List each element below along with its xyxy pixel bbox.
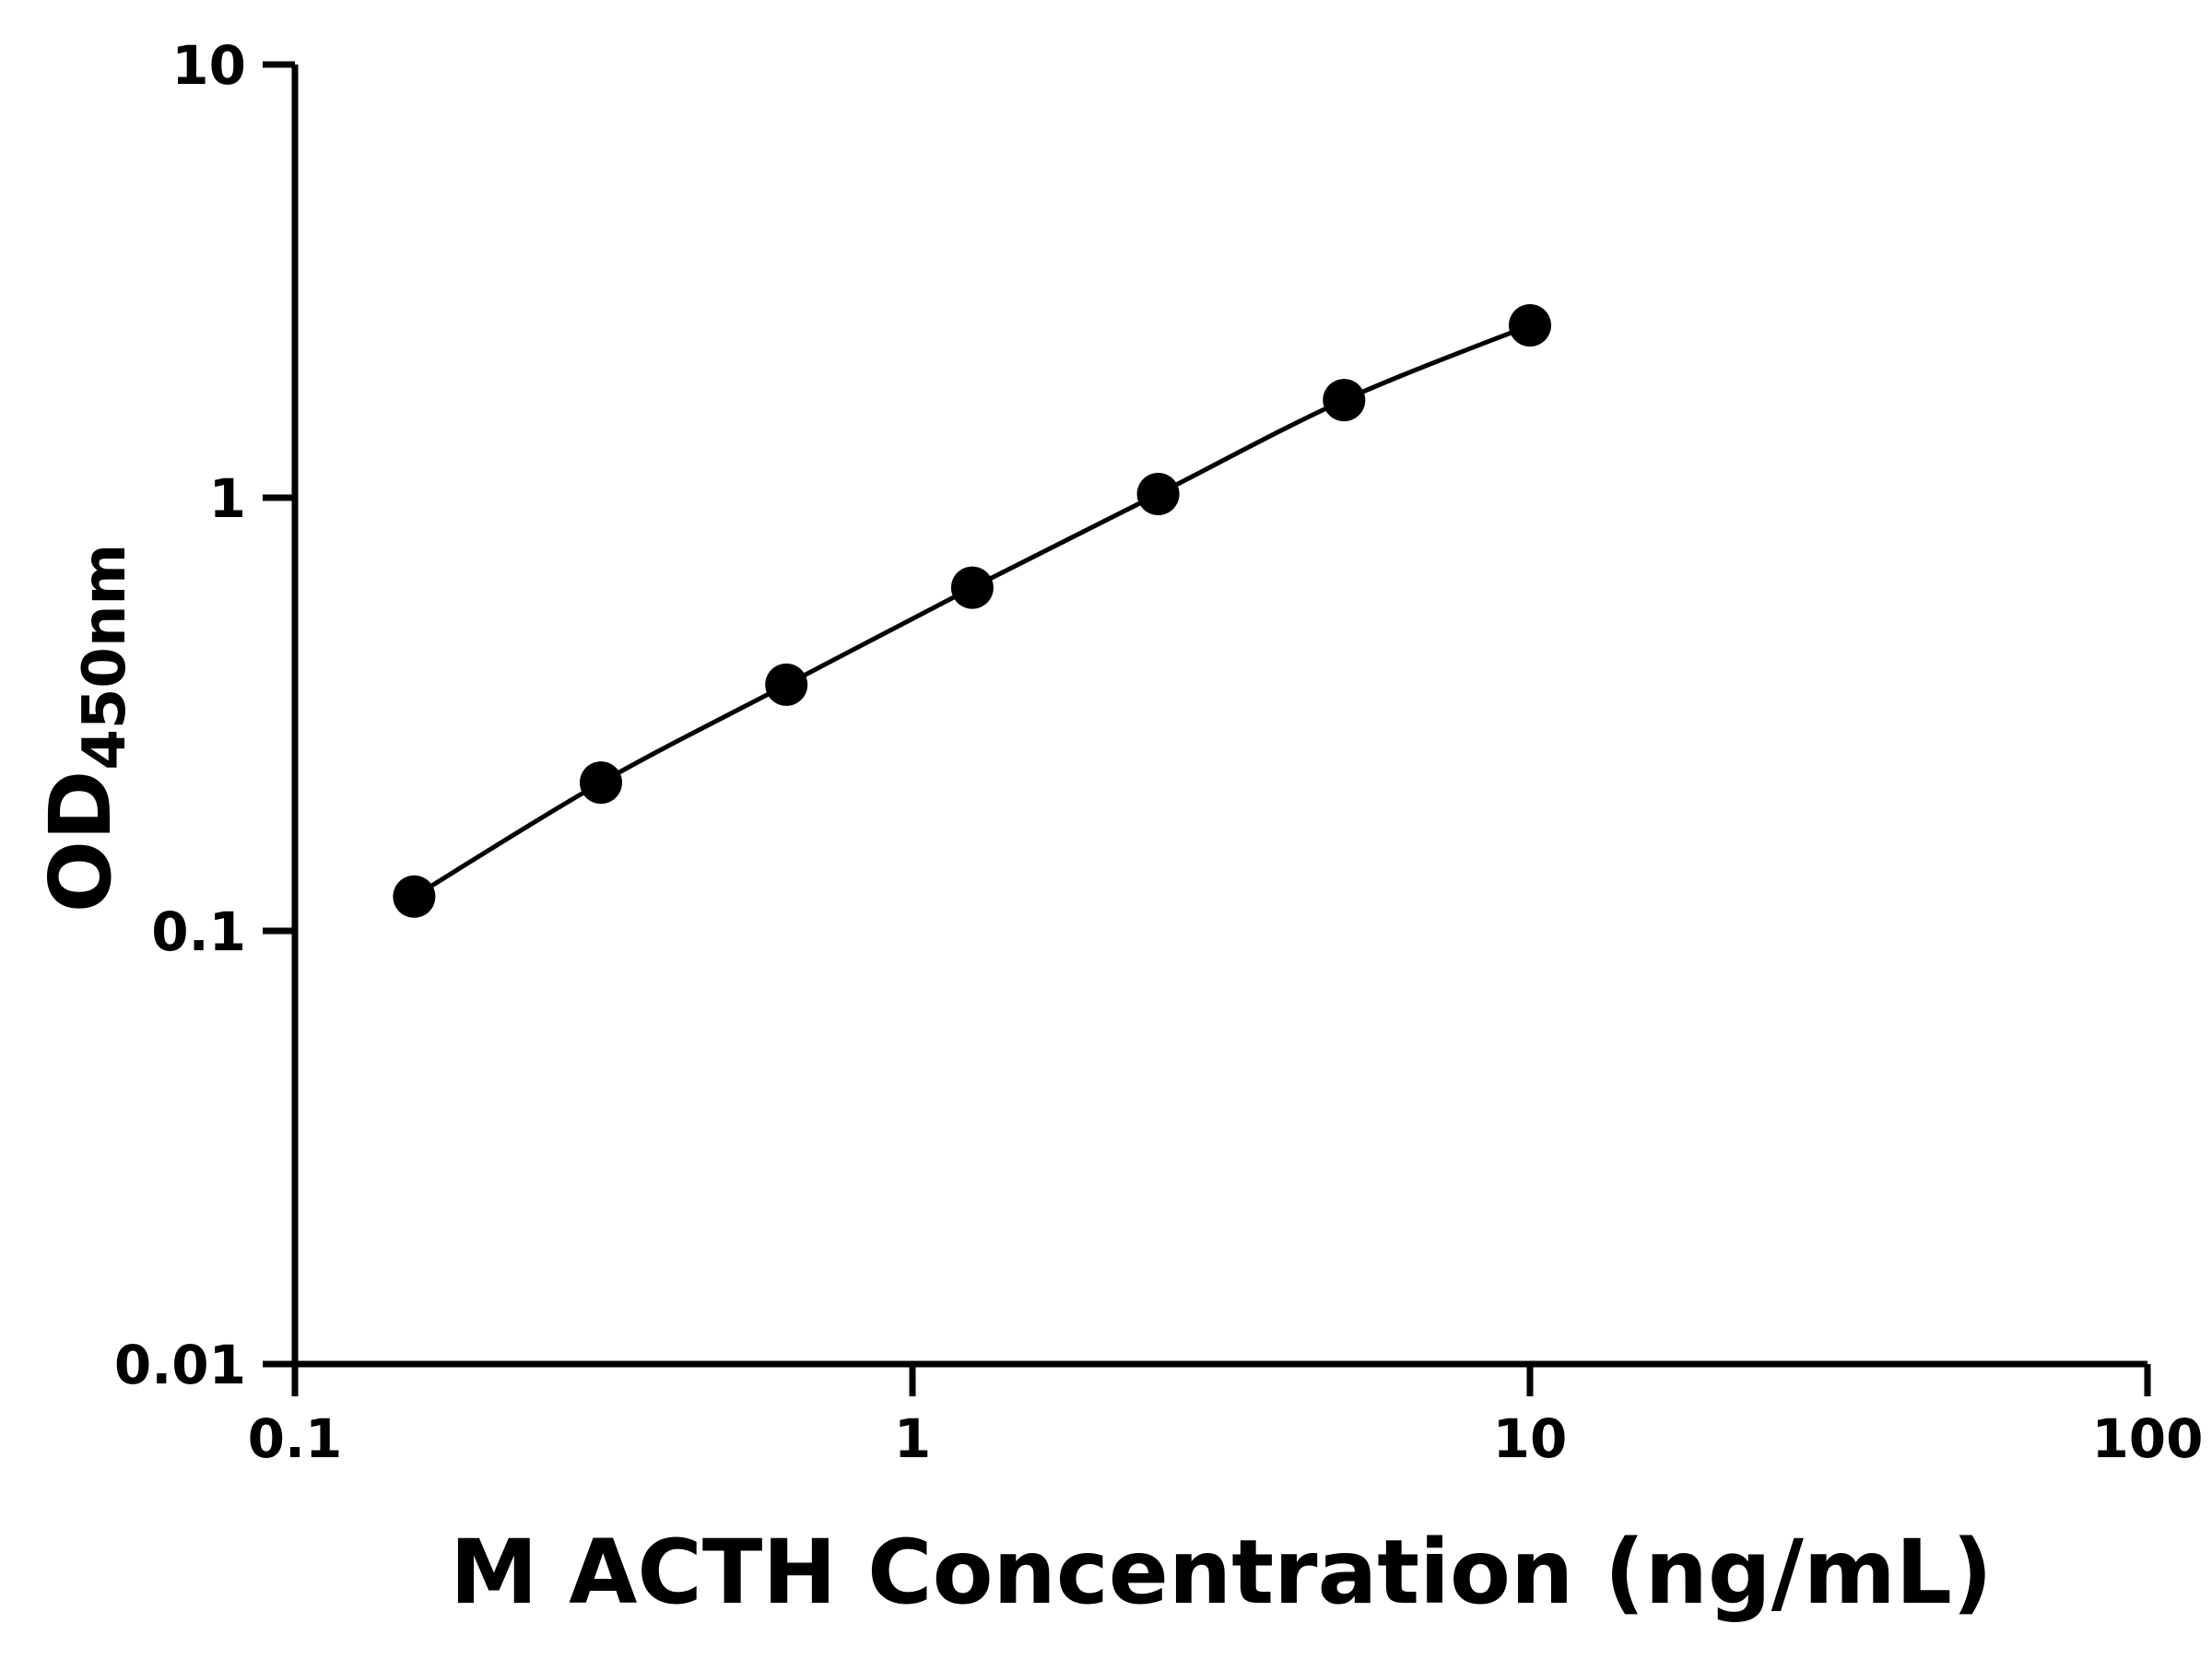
x-tick-label: 100 [2091, 1407, 2203, 1470]
x-axis-title: M ACTH Concentration (ng/mL) [295, 1526, 2147, 1619]
x-tick-label: 1 [894, 1407, 931, 1470]
y-axis-title: OD 450nm [31, 452, 168, 1005]
data-point-marker [393, 875, 436, 918]
x-tick-label: 0.1 [248, 1407, 343, 1470]
y-tick-label: 0.1 [151, 900, 246, 963]
x-tick-label: 10 [1493, 1407, 1568, 1470]
y-axis-title-text: OD [31, 770, 130, 913]
data-point-marker [950, 566, 994, 609]
data-point-marker [1136, 473, 1180, 515]
data-point-marker [1509, 304, 1551, 347]
standard-curve-line [413, 323, 1531, 899]
y-axis-title-subscript: 450nm [71, 543, 139, 771]
data-point-marker [765, 663, 808, 706]
y-tick-label: 10 [171, 34, 246, 97]
y-tick-label: 1 [209, 467, 246, 530]
x-axis-title-text: M ACTH Concentration (ng/mL) [450, 1521, 1993, 1624]
data-point-marker [1323, 379, 1366, 422]
y-tick-label: 0.01 [114, 1334, 246, 1396]
data-point-marker [580, 761, 622, 805]
